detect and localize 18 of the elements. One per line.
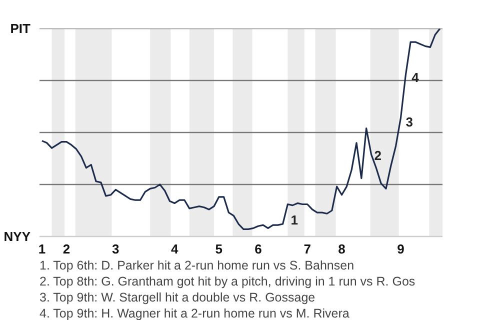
annotation: 1 xyxy=(290,212,298,228)
x-tick-label: 7 xyxy=(304,242,311,256)
text: 1. Top 6th: D. Parker hit a 2-run home run vs S. Bahnsen xyxy=(40,258,354,272)
x-tick-label: 4 xyxy=(171,242,180,256)
x-tick-label: 2 xyxy=(62,242,70,256)
x-tick-label: 3 xyxy=(112,242,120,256)
text: 3. Top 9th: W. Stargell hit a double vs R. Gossage xyxy=(40,290,316,304)
x-tick-label: 1 xyxy=(38,242,46,256)
x-tick-label: 8 xyxy=(338,242,346,256)
x-tick-label: 9 xyxy=(397,242,404,256)
text: 4. Top 9th: H. Wagner hit a 2-run home run vs M. Rivera xyxy=(40,306,350,320)
text: NYY xyxy=(4,229,31,244)
text: 2. Top 8th: G. Grantham got hit by a pitch, driving in 1 run vs R. Gos xyxy=(40,274,416,288)
x-tick-label: 6 xyxy=(254,242,262,256)
x-tick-label: 5 xyxy=(215,242,223,256)
annotation: 3 xyxy=(406,114,413,130)
text: PIT xyxy=(10,21,31,36)
annotation: 2 xyxy=(374,148,382,163)
